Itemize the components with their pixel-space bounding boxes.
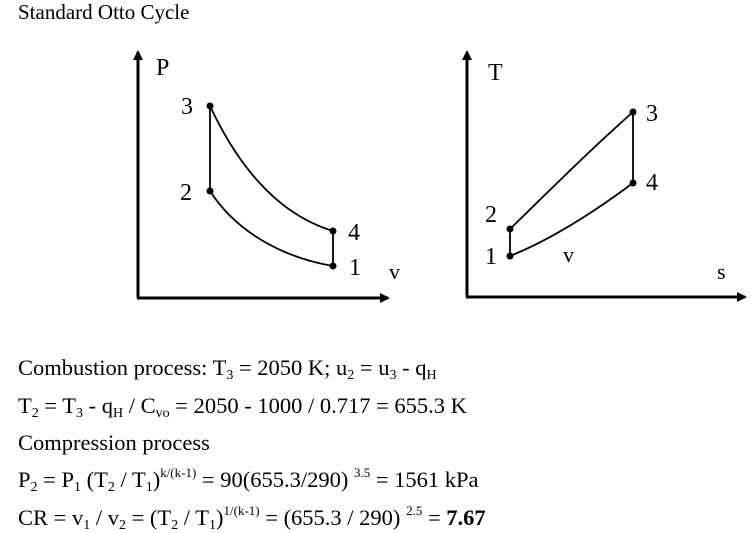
ts-point-2	[506, 225, 514, 233]
eq-sub: 1	[73, 480, 81, 495]
eq-text: / T	[114, 467, 146, 492]
combustion-equation: Combustion process: T3 = 2050 K; u2 = u3…	[18, 355, 437, 383]
pv-label-1: 1	[349, 255, 361, 281]
ts-process-4-1	[509, 182, 634, 257]
eq-sup: 3.5	[353, 465, 371, 480]
t2-equation: T2 = T3 - qH / Cvo = 2050 - 1000 / 0.717…	[18, 393, 467, 421]
eq-text: Combustion process: T	[18, 355, 227, 380]
eq-sub: 1	[83, 518, 91, 533]
eq-text: = T	[38, 393, 77, 418]
pv-point-4	[329, 227, 337, 235]
eq-text: / v	[90, 505, 119, 530]
eq-text: = 2050 - 1000 / 0.717 = 655.3 K	[169, 393, 467, 418]
pv-process-3-4	[209, 105, 334, 232]
eq-text: = (655.3 / 290)	[259, 505, 407, 530]
document-title: Standard Otto Cycle	[18, 0, 190, 24]
eq-text: = 2050 K; u	[233, 355, 348, 380]
eq-sub: 2	[30, 480, 38, 495]
eq-sub: 2	[347, 368, 355, 383]
eq-sub: 2	[171, 518, 179, 533]
ts-process-2-3	[509, 111, 634, 230]
pv-label-3: 3	[181, 94, 193, 120]
eq-text: = 90(655.3/290)	[196, 467, 354, 492]
ts-label-1: 1	[485, 244, 497, 270]
pv-y-axis-label: P	[156, 55, 169, 81]
eq-sub: vo	[155, 406, 170, 421]
p2-equation: P2 = P1 (T2 / T1)k/(k-1) = 90(655.3/290)…	[18, 465, 479, 495]
eq-sub: 3	[76, 406, 84, 421]
pv-point-2	[206, 187, 214, 195]
eq-sup: 1/(k-1)	[223, 503, 260, 518]
compression-ratio-result: 7.67	[446, 505, 486, 530]
eq-sub: 2	[31, 406, 39, 421]
eq-text: / T	[178, 505, 210, 530]
eq-sub: 2	[118, 518, 126, 533]
ts-label-3: 3	[646, 101, 658, 127]
compression-ratio-equation: CR = v1 / v2 = (T2 / T1)1/(k-1) = (655.3…	[18, 503, 486, 533]
eq-sub: 2	[107, 480, 115, 495]
eq-text: / C	[123, 393, 156, 418]
eq-text: = (T	[125, 505, 172, 530]
pv-label-4: 4	[348, 220, 360, 246]
pv-point-3	[206, 102, 214, 110]
eq-text: P	[18, 467, 31, 492]
ts-label-2: 2	[485, 202, 497, 228]
ts-x-axis-label: s	[717, 259, 726, 284]
eq-sub: H	[113, 406, 124, 421]
otto-cycle-diagrams: P v 3 2 4 1 T s v 1 2 3 4	[133, 50, 747, 303]
ts-y-axis-label: T	[488, 60, 503, 86]
eq-text: T	[18, 393, 32, 418]
pv-diagram: P v 3 2 4 1	[133, 50, 400, 303]
eq-sub: H	[426, 368, 437, 383]
ts-label-4: 4	[646, 170, 658, 196]
eq-text: CR = v	[18, 505, 84, 530]
eq-sub: 1	[209, 518, 217, 533]
eq-text: )	[152, 467, 161, 492]
eq-sub: 1	[145, 480, 153, 495]
eq-sup: k/(k-1)	[160, 465, 197, 480]
eq-text: = u	[354, 355, 390, 380]
eq-sub: 3	[389, 368, 397, 383]
eq-text: )	[216, 505, 224, 530]
pv-point-1	[329, 262, 337, 270]
pv-process-1-2	[209, 190, 334, 267]
eq-text: - q	[83, 393, 114, 418]
ts-point-3	[629, 108, 637, 116]
eq-text: - q	[396, 355, 427, 380]
eq-text: = 1561 kPa	[370, 467, 479, 492]
ts-process-label: v	[563, 242, 574, 267]
compression-heading: Compression process	[18, 430, 210, 455]
eq-sup: 2.5	[406, 503, 423, 518]
eq-text: (T	[80, 467, 108, 492]
eq-sub: 3	[226, 368, 234, 383]
eq-text: =	[422, 505, 447, 530]
ts-diagram: T s v 1 2 3 4	[462, 50, 747, 302]
eq-text: = P	[37, 467, 74, 492]
ts-point-1	[506, 252, 514, 260]
pv-x-axis-label: v	[389, 259, 400, 284]
ts-point-4	[629, 179, 637, 187]
pv-label-2: 2	[180, 180, 192, 206]
